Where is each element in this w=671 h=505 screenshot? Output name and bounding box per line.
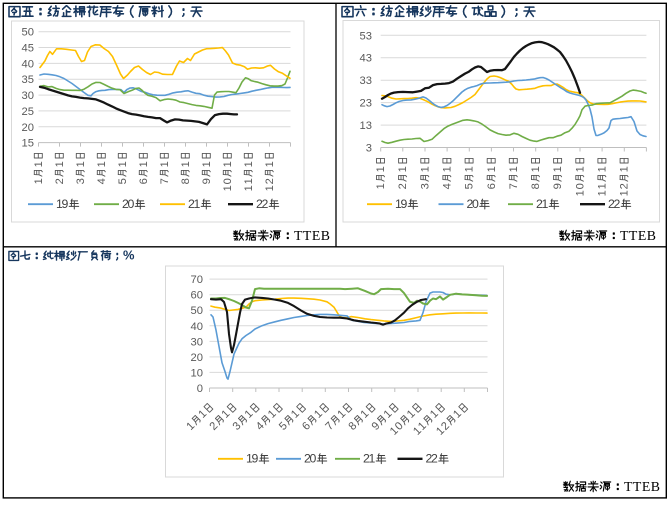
svg-text:3: 3 [75,178,87,184]
svg-text:1: 1 [574,190,586,196]
svg-text:2: 2 [54,178,66,184]
svg-text:22: 22 [608,197,620,211]
svg-text:1: 1 [375,183,387,189]
svg-text:4: 4 [96,178,108,184]
svg-text:1: 1 [243,185,255,191]
svg-text:%: % [123,248,135,263]
svg-text:1: 1 [138,161,150,167]
svg-text:19: 19 [246,452,258,466]
svg-text:1: 1 [464,166,476,172]
svg-text:1: 1 [96,161,108,167]
svg-text:2: 2 [397,183,409,189]
svg-text:9: 9 [552,183,564,189]
svg-text:70: 70 [191,274,203,286]
svg-text:1: 1 [508,166,520,172]
svg-text:45: 45 [22,43,34,55]
svg-text:1: 1 [159,161,171,167]
svg-text:1: 1 [222,161,234,167]
svg-text:0: 0 [222,178,234,184]
svg-text:30: 30 [22,90,34,102]
svg-text:1: 1 [552,166,564,172]
svg-text:1: 1 [243,178,255,184]
svg-text:35: 35 [22,74,34,86]
svg-text:20: 20 [191,352,203,364]
svg-text:60: 60 [191,290,203,302]
svg-text:1: 1 [180,161,192,167]
svg-text:1: 1 [619,166,631,172]
svg-text:1: 1 [33,178,45,184]
svg-text:20: 20 [467,197,479,211]
svg-text:1: 1 [75,161,87,167]
svg-text:33: 33 [360,75,372,87]
svg-text:50: 50 [22,27,34,39]
svg-text:0: 0 [197,383,203,395]
svg-text:3: 3 [366,143,372,155]
svg-text:25: 25 [22,106,34,118]
svg-text:1: 1 [619,190,631,196]
svg-text:1: 1 [33,161,45,167]
svg-text:TTEB: TTEB [620,228,656,243]
svg-text:22: 22 [426,452,438,466]
svg-text:19: 19 [395,197,407,211]
svg-text:1: 1 [222,185,234,191]
svg-text:3: 3 [419,183,431,189]
svg-text:53: 53 [360,30,372,42]
svg-text:9: 9 [201,178,213,184]
svg-text:15: 15 [22,138,34,150]
svg-text:21: 21 [188,197,200,211]
svg-text:20: 20 [22,122,34,134]
svg-text:TTEB: TTEB [294,228,330,243]
svg-text:8: 8 [530,183,542,189]
svg-text:1: 1 [397,166,409,172]
svg-text:20: 20 [304,452,316,466]
svg-text:4: 4 [442,183,454,189]
svg-text:6: 6 [486,183,498,189]
svg-text:10: 10 [191,367,203,379]
svg-text:8: 8 [180,178,192,184]
svg-text:1: 1 [419,166,431,172]
svg-text:6: 6 [138,178,150,184]
svg-text:40: 40 [191,321,203,333]
svg-text:20: 20 [122,197,134,211]
svg-text:2: 2 [264,178,276,184]
svg-text:23: 23 [360,98,372,110]
svg-text:5: 5 [464,183,476,189]
svg-text:2: 2 [619,183,631,189]
svg-text:1: 1 [574,166,586,172]
svg-text:22: 22 [256,197,268,211]
svg-text:TTEB: TTEB [624,479,660,494]
svg-text:1: 1 [201,161,213,167]
svg-text:1: 1 [117,161,129,167]
svg-text:40: 40 [22,58,34,70]
svg-text:1: 1 [597,190,609,196]
svg-text:50: 50 [191,305,203,317]
svg-text:7: 7 [159,178,171,184]
svg-text:1: 1 [597,166,609,172]
svg-text:1: 1 [264,161,276,167]
svg-text:13: 13 [360,120,372,132]
svg-text:1: 1 [442,166,454,172]
svg-text:1: 1 [597,183,609,189]
svg-text:1: 1 [264,185,276,191]
svg-text:1: 1 [530,166,542,172]
svg-text:43: 43 [360,53,372,65]
svg-text:21: 21 [536,197,548,211]
svg-text:21: 21 [363,452,375,466]
svg-text:1: 1 [243,161,255,167]
svg-text:7: 7 [508,183,520,189]
svg-text:5: 5 [117,178,129,184]
svg-text:1: 1 [486,166,498,172]
svg-text:30: 30 [191,336,203,348]
svg-text:19: 19 [56,197,68,211]
svg-text:1: 1 [54,161,66,167]
svg-text:1: 1 [375,166,387,172]
svg-text:0: 0 [574,183,586,189]
